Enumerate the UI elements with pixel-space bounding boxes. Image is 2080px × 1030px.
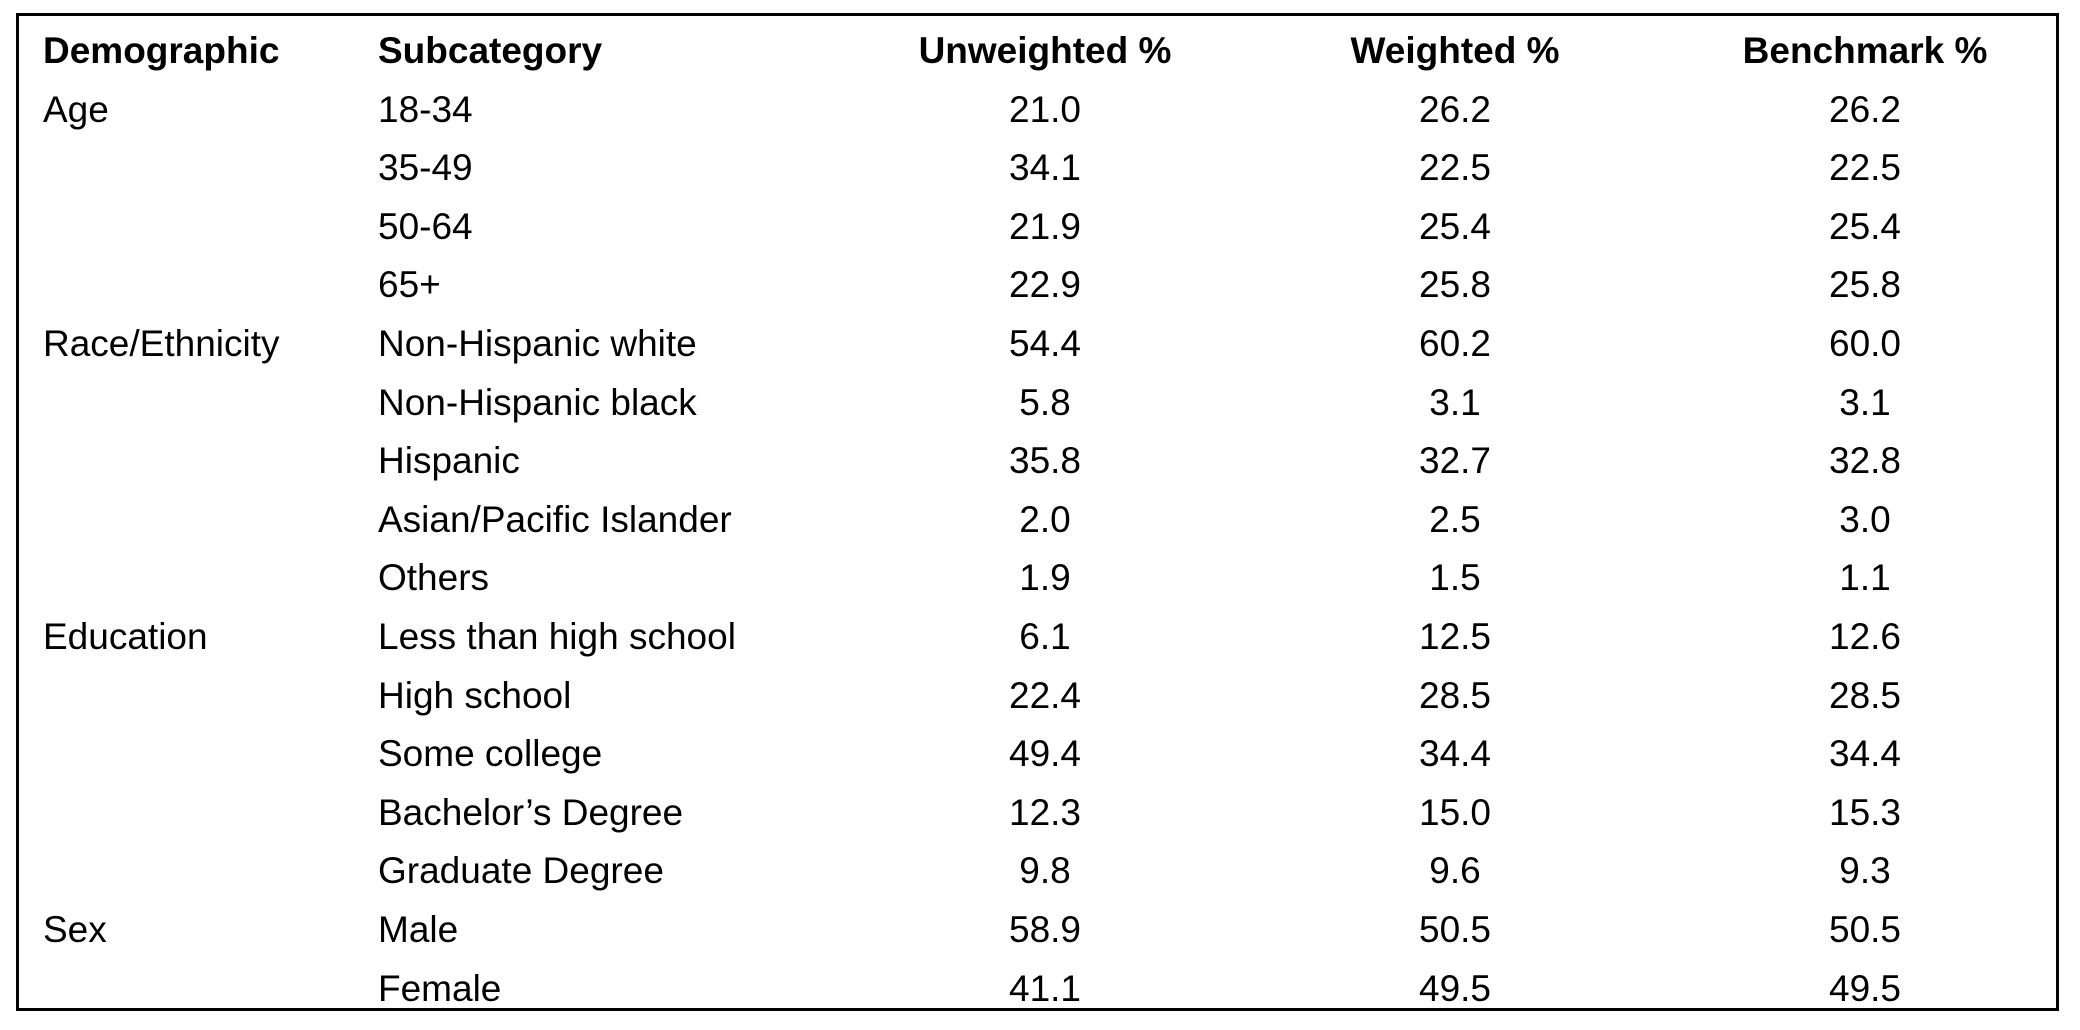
- value-cell: 3.1: [1839, 381, 1891, 423]
- value-cell: 2.5: [1429, 498, 1481, 540]
- value-cell: 35.8: [1008, 440, 1082, 482]
- value-cell: 9.3: [1839, 850, 1891, 892]
- value-cell: 34.1: [1008, 147, 1082, 189]
- subcategory: Hispanic: [378, 440, 520, 482]
- value-cell: 22.9: [1008, 264, 1082, 306]
- subcategory: 18-34: [378, 88, 473, 130]
- subcategory: 35-49: [378, 147, 473, 189]
- value-cell: 22.5: [1828, 147, 1902, 189]
- value-cell: 2.0: [1019, 498, 1071, 540]
- group-label: Education: [43, 616, 208, 657]
- subcategory: Others: [378, 557, 490, 599]
- value-cell: 3.0: [1839, 498, 1891, 540]
- value-cell: 6.1: [1019, 616, 1071, 657]
- value-cell: 32.7: [1418, 440, 1492, 482]
- subcategory: Asian/Pacific Islander: [378, 498, 732, 540]
- subcategory: Male: [378, 909, 459, 950]
- value-cell: 21.9: [1008, 205, 1082, 247]
- value-cell: 60.0: [1828, 323, 1902, 364]
- value-cell: 1.1: [1839, 557, 1891, 599]
- value-cell: 49.4: [1008, 733, 1082, 775]
- value-cell: 49.5: [1828, 967, 1902, 1009]
- header-cell: Demographic: [43, 30, 280, 71]
- group-label: Age: [43, 88, 109, 130]
- value-cell: 25.8: [1418, 264, 1492, 306]
- value-cell: 26.2: [1828, 88, 1902, 130]
- value-cell: 9.6: [1429, 850, 1481, 892]
- value-cell: 21.0: [1008, 88, 1082, 130]
- value-cell: 22.5: [1418, 147, 1492, 189]
- value-cell: 12.5: [1418, 616, 1492, 657]
- subcategory: Less than high school: [378, 616, 736, 657]
- subcategory: 65+: [378, 264, 441, 306]
- value-cell: 1.9: [1019, 557, 1071, 599]
- value-cell: 28.5: [1418, 674, 1492, 716]
- value-cell: 25.8: [1828, 264, 1902, 306]
- table-frame: Demographic Subcategory Unweighted % Weight…: [16, 13, 2059, 1011]
- value-cell: 5.8: [1019, 381, 1071, 423]
- value-cell: 25.4: [1828, 205, 1902, 247]
- subcategory: Non-Hispanic black: [378, 381, 697, 423]
- value-cell: 15.0: [1418, 791, 1492, 833]
- value-cell: 54.4: [1008, 323, 1082, 364]
- value-cell: 34.4: [1418, 733, 1492, 775]
- value-cell: 49.5: [1418, 967, 1492, 1009]
- subcategory: High school: [378, 674, 572, 716]
- subcategory: Bachelor’s Degree: [378, 791, 684, 833]
- subcategory: Graduate Degree: [378, 850, 664, 892]
- value-cell: 15.3: [1828, 791, 1902, 833]
- subcategory: Some college: [378, 733, 603, 775]
- value-cell: 60.2: [1418, 323, 1492, 364]
- value-cell: 58.9: [1008, 909, 1082, 950]
- subcategory: Non-Hispanic white: [378, 323, 697, 364]
- value-cell: 50.5: [1418, 909, 1492, 950]
- value-cell: 22.4: [1008, 674, 1082, 716]
- value-cell: 12.3: [1008, 791, 1082, 833]
- header-cell: Subcategory: [378, 30, 603, 71]
- header-cell: Weighted %: [1350, 30, 1560, 71]
- subcategory: 50-64: [378, 205, 473, 247]
- group-label: Sex: [43, 909, 107, 950]
- value-cell: 28.5: [1828, 674, 1902, 716]
- value-cell: 3.1: [1429, 381, 1481, 423]
- value-cell: 34.4: [1828, 733, 1902, 775]
- group-label: Race/Ethnicity: [43, 323, 280, 364]
- value-cell: 26.2: [1418, 88, 1492, 130]
- value-cell: 32.8: [1828, 440, 1902, 482]
- header-cell: Benchmark %: [1742, 30, 1988, 71]
- value-cell: 1.5: [1429, 557, 1481, 599]
- value-cell: 25.4: [1418, 205, 1492, 247]
- value-cell: 50.5: [1828, 909, 1902, 950]
- value-cell: 9.8: [1019, 850, 1071, 892]
- value-cell: 41.1: [1008, 967, 1082, 1009]
- subcategory: Female: [378, 967, 502, 1009]
- value-cell: 12.6: [1828, 616, 1902, 657]
- header-cell: Unweighted %: [918, 30, 1172, 71]
